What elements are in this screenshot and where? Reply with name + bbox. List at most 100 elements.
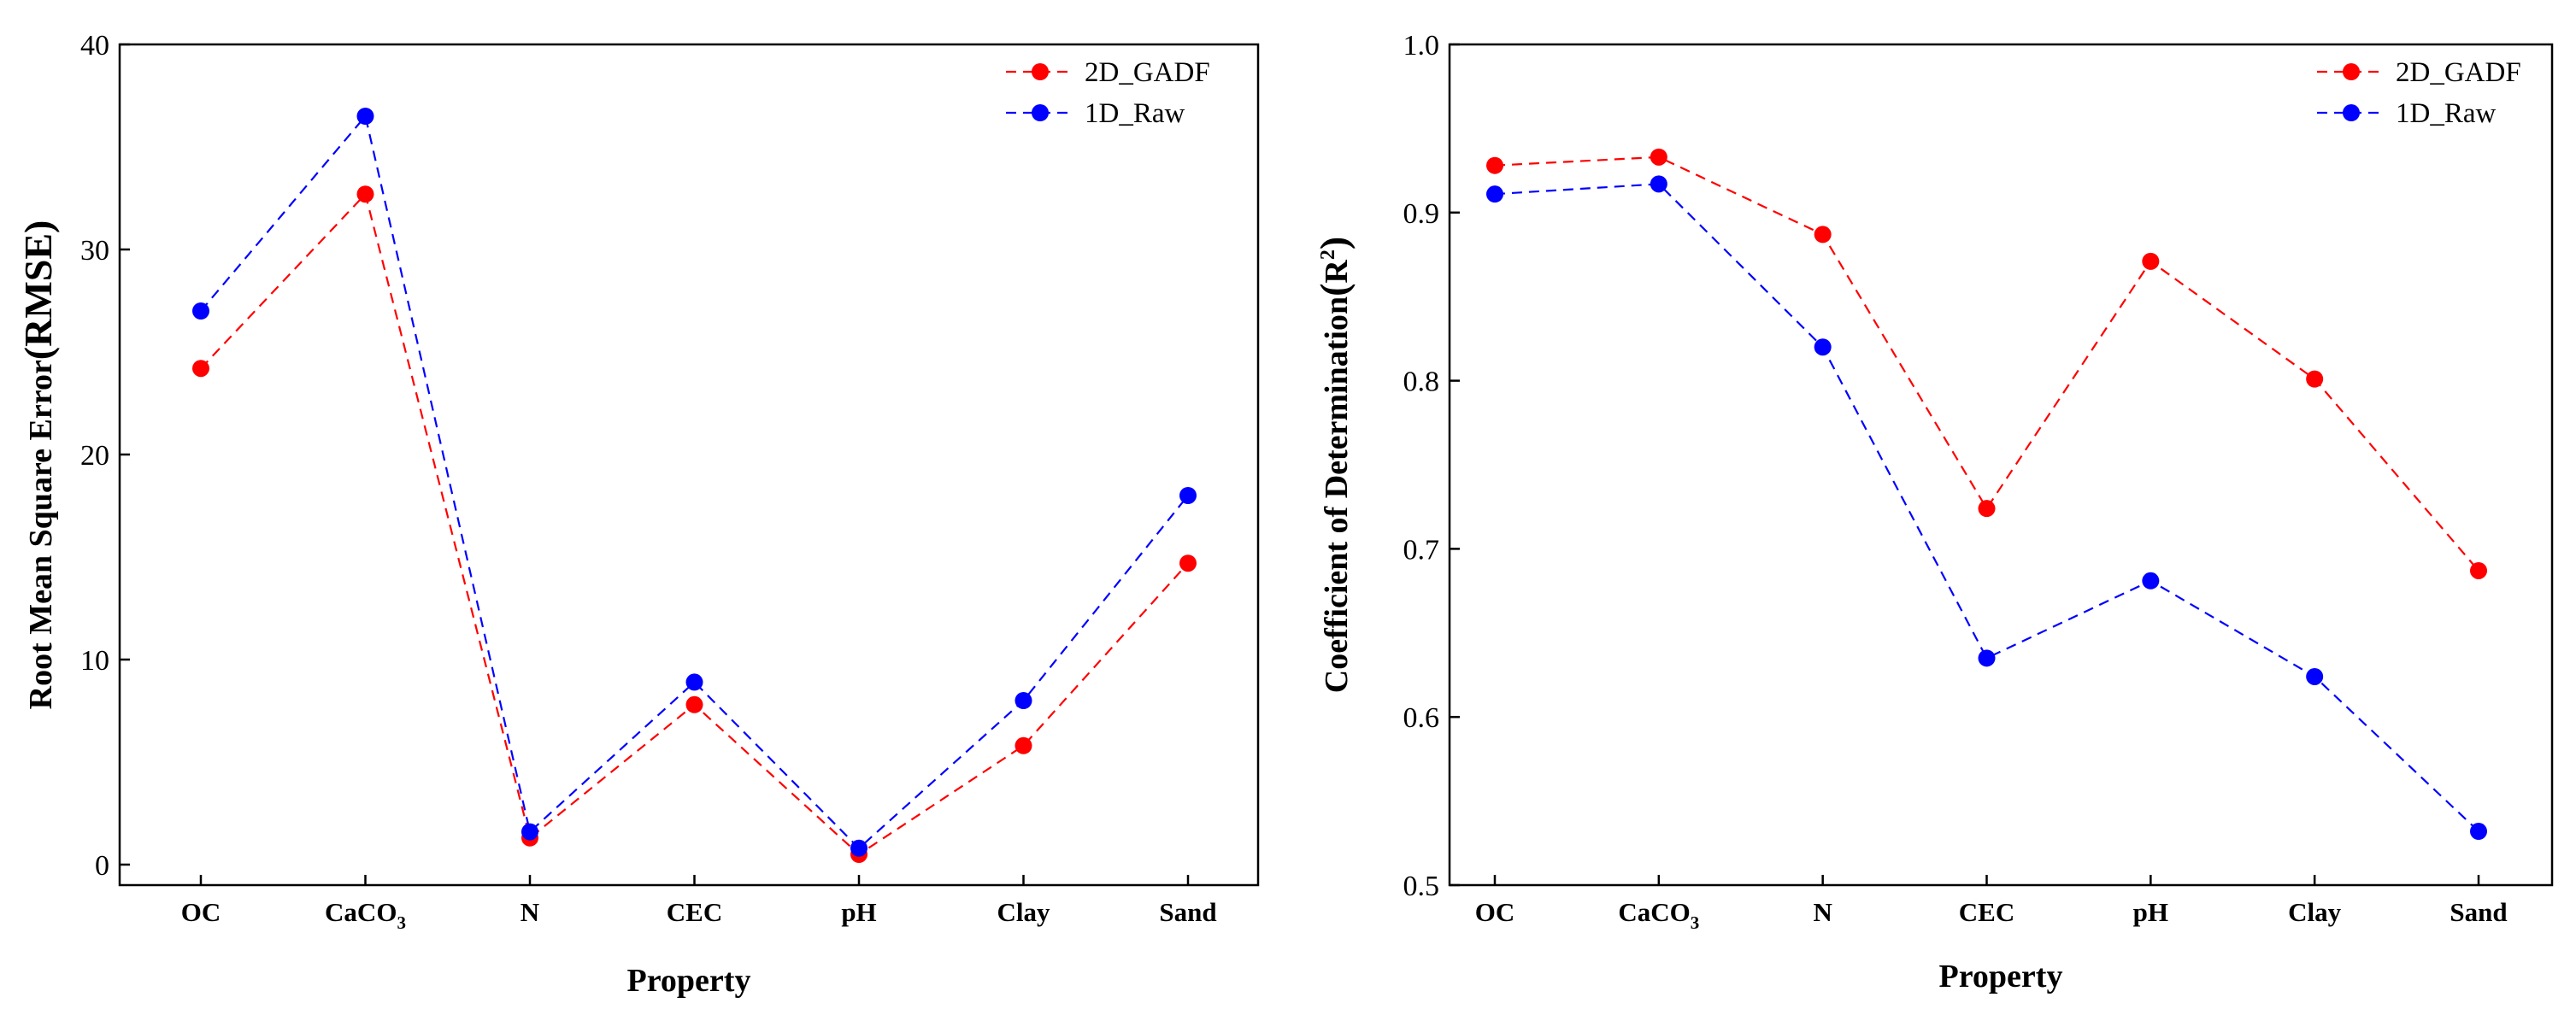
r2-y-axis-title-sup: 2: [1317, 249, 1339, 260]
rmse-series-group: [192, 108, 1197, 863]
r2-y-axis: 0.5 0.6 0.7 0.8 0.9 1.0: [1403, 30, 1460, 902]
r2-x-tick-label-text: CEC: [1959, 897, 2014, 927]
r2-y-tick-label: 0.8: [1403, 367, 1440, 398]
r2-legend-label-2d-gadf: 2D_GADF: [2396, 57, 2521, 88]
r2-legend-label-1d-raw: 1D_Raw: [2396, 98, 2496, 129]
rmse-legend-marker-2d-gadf: [1032, 63, 1049, 80]
rmse-point-1d-raw: [685, 673, 703, 691]
rmse-y-tick-label: 40: [80, 30, 109, 62]
r2-x-tick-label-text: Clay: [2288, 897, 2342, 927]
rmse-x-tick-label: Sand: [1159, 897, 1216, 927]
r2-y-axis-title-close: ): [1312, 237, 1356, 249]
rmse-x-tick-label-text: CEC: [667, 897, 722, 927]
rmse-plot-frame: [118, 43, 1260, 887]
r2-y-axis-title-open: (: [1312, 284, 1356, 296]
r2-chart-panel: 0.5 0.6 0.7 0.8 0.9 1.0 OC CaCO3 N CEC pH Clay Sand…: [1312, 30, 2554, 994]
r2-point-1d-raw: [1814, 338, 1832, 356]
rmse-legend: 2D_GADF 1D_Raw: [1006, 57, 1210, 129]
rmse-x-tick-label-text: pH: [841, 897, 876, 927]
rmse-chart-panel: 0 10 20 30 40 OC CaCO3 N CEC pH Clay Sand Property…: [16, 30, 1260, 999]
rmse-x-tick-label: CaCO3: [325, 897, 406, 933]
r2-y-axis-title: Coefficient of Determination(R2): [1312, 237, 1356, 693]
rmse-y-tick-label: 0: [95, 850, 109, 882]
rmse-y-tick-label: 10: [80, 645, 109, 677]
r2-point-2d-gadf: [2306, 370, 2324, 388]
rmse-x-tick-label: OC: [181, 897, 221, 927]
rmse-y-axis: 0 10 20 30 40: [80, 30, 130, 882]
r2-point-2d-gadf: [1486, 156, 1503, 174]
rmse-point-2d-gadf: [1015, 736, 1032, 754]
r2-point-1d-raw: [2470, 823, 2487, 841]
rmse-y-axis-title-paren: (RMSE): [16, 220, 60, 361]
rmse-legend-label-2d-gadf: 2D_GADF: [1085, 57, 1210, 88]
r2-y-tick-label: 0.9: [1403, 198, 1440, 230]
rmse-y-axis-title-main: Root Mean Square Error: [23, 360, 59, 709]
rmse-x-tick-label-text: OC: [181, 897, 221, 927]
r2-series-group: [1486, 148, 2487, 841]
rmse-point-1d-raw: [192, 302, 209, 320]
rmse-x-tick-label-subscript: 3: [397, 912, 406, 933]
r2-y-tick-label: 1.0: [1403, 30, 1440, 62]
rmse-series-line-2d-gadf: [200, 191, 1189, 856]
r2-x-tick-label: Clay: [2288, 897, 2342, 927]
r2-legend-marker-2d-gadf: [2343, 63, 2360, 80]
rmse-point-2d-gadf: [1179, 554, 1197, 572]
rmse-series-line-1d-raw: [200, 114, 1189, 850]
rmse-point-1d-raw: [850, 839, 867, 857]
rmse-x-axis: OC CaCO3 N CEC pH Clay Sand: [181, 875, 1217, 933]
rmse-point-1d-raw: [356, 108, 374, 125]
r2-x-axis: OC CaCO3 N CEC pH Clay Sand: [1475, 875, 2508, 933]
rmse-point-1d-raw: [1179, 487, 1197, 504]
rmse-y-tick-label: 20: [80, 440, 109, 472]
r2-x-tick-label-text: Sand: [2450, 897, 2507, 927]
rmse-x-tick-label-text: Sand: [1159, 897, 1216, 927]
rmse-x-tick-label: Clay: [997, 897, 1051, 927]
rmse-point-1d-raw: [1015, 692, 1032, 709]
rmse-point-2d-gadf: [685, 695, 703, 713]
r2-y-tick-label: 0.7: [1403, 534, 1440, 566]
rmse-x-tick-label-text: CaCO: [325, 897, 397, 927]
rmse-x-tick-label: pH: [841, 897, 876, 927]
r2-x-tick-label: CaCO3: [1618, 897, 1699, 933]
r2-point-1d-raw: [2306, 667, 2324, 685]
r2-plot-frame: [1448, 43, 2554, 887]
r2-point-2d-gadf: [2470, 561, 2487, 579]
r2-y-axis-title-base: R: [1319, 260, 1355, 284]
r2-x-tick-label: OC: [1475, 897, 1515, 927]
r2-x-tick-label: CEC: [1959, 897, 2014, 927]
r2-point-2d-gadf: [1978, 500, 1996, 518]
r2-point-2d-gadf: [1814, 226, 1832, 243]
rmse-x-tick-label: CEC: [667, 897, 722, 927]
rmse-y-axis-title: Root Mean Square Error(RMSE): [16, 220, 60, 710]
rmse-y-tick-label: 30: [80, 235, 109, 267]
r2-point-1d-raw: [2142, 572, 2160, 590]
r2-x-tick-label: pH: [2133, 897, 2168, 927]
r2-point-2d-gadf: [2142, 252, 2160, 270]
rmse-point-2d-gadf: [356, 185, 374, 203]
r2-x-tick-label-subscript: 3: [1691, 912, 1700, 933]
r2-x-tick-label: N: [1813, 897, 1832, 927]
rmse-x-tick-label: N: [520, 897, 539, 927]
rmse-point-2d-gadf: [192, 360, 209, 378]
r2-y-axis-title-main: Coefficient of Determination: [1319, 296, 1355, 693]
r2-x-axis-title: Property: [1939, 959, 2063, 994]
r2-legend: 2D_GADF 1D_Raw: [2317, 57, 2521, 129]
r2-y-tick-label: 0.5: [1403, 871, 1440, 902]
r2-x-tick-label-text: pH: [2133, 897, 2168, 927]
r2-point-1d-raw: [1650, 175, 1667, 193]
rmse-x-axis-title: Property: [627, 963, 751, 999]
r2-point-1d-raw: [1486, 185, 1503, 203]
r2-legend-marker-1d-raw: [2343, 104, 2360, 121]
r2-point-1d-raw: [1978, 649, 1996, 667]
r2-x-tick-label: Sand: [2450, 897, 2507, 927]
r2-point-2d-gadf: [1650, 148, 1667, 166]
rmse-legend-label-1d-raw: 1D_Raw: [1085, 98, 1185, 129]
rmse-legend-marker-1d-raw: [1032, 104, 1049, 121]
r2-x-tick-label-text: CaCO: [1618, 897, 1690, 927]
rmse-x-tick-label-text: Clay: [997, 897, 1051, 927]
r2-x-tick-label-text: OC: [1475, 897, 1515, 927]
r2-y-tick-label: 0.6: [1403, 702, 1440, 734]
rmse-x-tick-label-text: N: [520, 897, 539, 927]
rmse-point-1d-raw: [521, 823, 538, 841]
